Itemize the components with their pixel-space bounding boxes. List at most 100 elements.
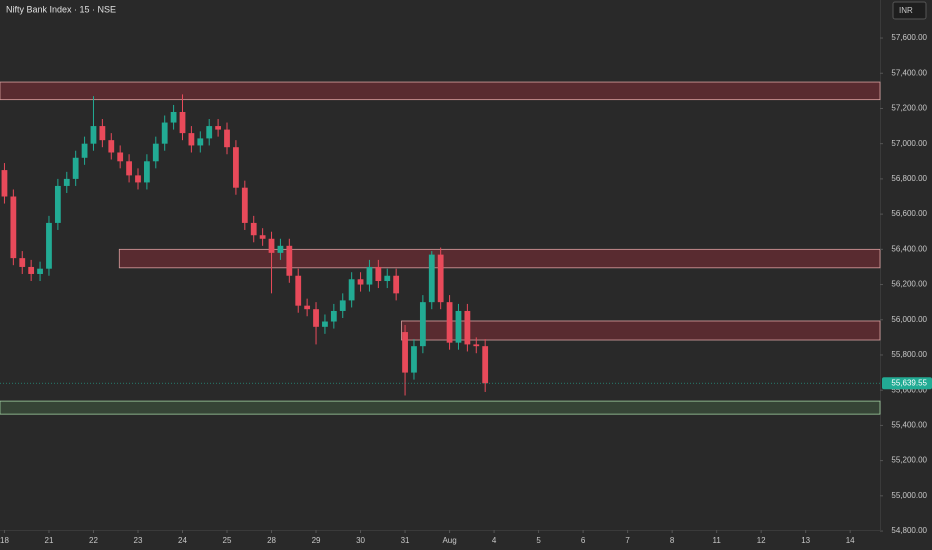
x-tick-label: 13 (801, 536, 810, 545)
x-tick-label: 4 (492, 536, 497, 545)
x-tick-label: 29 (312, 536, 321, 545)
candle-body (464, 310, 471, 345)
candle-body (419, 302, 426, 347)
candle-body (179, 111, 186, 134)
candle-body (28, 266, 35, 274)
y-tick-label: 57,600.00 (891, 33, 927, 42)
candle-body (482, 346, 489, 384)
x-tick-label: 31 (401, 536, 410, 545)
x-tick-label: 8 (670, 536, 675, 545)
candle-body (473, 344, 480, 347)
candle-body (393, 275, 400, 294)
x-tick-label: 21 (45, 536, 54, 545)
candle-body (428, 254, 435, 303)
candle-body (143, 161, 150, 183)
x-tick-label: 7 (625, 536, 630, 545)
candle-body (108, 140, 115, 153)
candle-body (268, 238, 275, 253)
candle-body (375, 266, 382, 282)
candle-body (99, 126, 106, 141)
x-tick-label: 5 (536, 536, 541, 545)
x-tick-label: 12 (757, 536, 766, 545)
candle-body (357, 279, 364, 285)
candle-body (72, 157, 79, 179)
candle-body (206, 126, 213, 139)
x-tick-label: 18 (0, 536, 9, 545)
candle-body (90, 126, 97, 144)
x-tick-label: 23 (134, 536, 143, 545)
candle-body (1, 170, 8, 197)
candle-body (117, 152, 124, 162)
y-tick-label: 55,000.00 (891, 491, 927, 500)
candle-body (295, 275, 302, 306)
x-tick-label: 28 (267, 536, 276, 545)
candle-body (411, 346, 417, 373)
candle-body (446, 302, 453, 343)
candle-body (339, 300, 346, 311)
candle-body (313, 309, 319, 327)
candle-body (277, 245, 284, 253)
candle-body (188, 133, 195, 146)
currency-button[interactable] (892, 1, 927, 20)
candle-body (437, 254, 444, 303)
y-tick-label: 55,200.00 (891, 456, 927, 465)
candle-body (250, 222, 257, 236)
candle-body (161, 122, 168, 144)
price-zone (0, 400, 881, 415)
candle-body (330, 310, 337, 322)
y-tick-label: 56,200.00 (891, 280, 927, 289)
y-tick-label: 56,600.00 (891, 209, 927, 218)
y-tick-label: 55,800.00 (891, 350, 927, 359)
candle-body (233, 147, 239, 188)
y-tick-label: 56,800.00 (891, 174, 927, 183)
x-tick-label: 22 (89, 536, 98, 545)
currency-label[interactable]: INR (899, 6, 913, 15)
candle-body (348, 279, 355, 301)
y-tick-label: 55,600.00 (891, 385, 927, 394)
price-zone (118, 248, 881, 269)
x-tick-label: 24 (178, 536, 187, 545)
y-tick-label: 57,400.00 (891, 68, 927, 77)
last-price-label: 55,639.55 (891, 378, 927, 387)
candle-body (197, 138, 204, 146)
candle-body (126, 161, 132, 176)
candle-body (215, 126, 222, 130)
candle-body (241, 187, 248, 223)
candle-body (286, 245, 293, 276)
candle-body (170, 111, 177, 123)
y-tick-label: 57,000.00 (891, 139, 927, 148)
y-tick-label: 57,200.00 (891, 104, 927, 113)
x-tick-label: 6 (581, 536, 586, 545)
y-tick-label: 55,400.00 (891, 421, 927, 430)
x-tick-label: Aug (442, 536, 456, 545)
candle-body (304, 305, 311, 310)
chart-title: Nifty Bank Index · 15 · NSE (6, 4, 116, 14)
candle-body (37, 268, 43, 274)
candle-body (81, 143, 88, 158)
x-tick-label: 14 (846, 536, 855, 545)
x-tick-label: 30 (356, 536, 365, 545)
y-tick-label: 56,000.00 (891, 315, 927, 324)
candle-body (19, 258, 26, 267)
candle-body (455, 310, 462, 343)
candle-body (384, 275, 391, 282)
candle-body (46, 222, 52, 269)
candle-body (224, 129, 230, 148)
candle-body (54, 185, 61, 223)
candle-body (152, 143, 159, 162)
x-tick-label: 25 (223, 536, 232, 545)
x-tick-label: 11 (712, 536, 721, 545)
candle-body (63, 178, 70, 186)
price-zone (401, 320, 881, 341)
last-price-box (882, 377, 932, 390)
y-tick-label: 54,800.00 (891, 526, 927, 535)
candle-body (322, 321, 328, 327)
price-zone (0, 81, 881, 101)
candle-body (135, 175, 141, 183)
candle-body (402, 332, 408, 373)
candle-body (10, 196, 17, 259)
candle-body (259, 235, 266, 239)
candle-body (366, 266, 373, 285)
